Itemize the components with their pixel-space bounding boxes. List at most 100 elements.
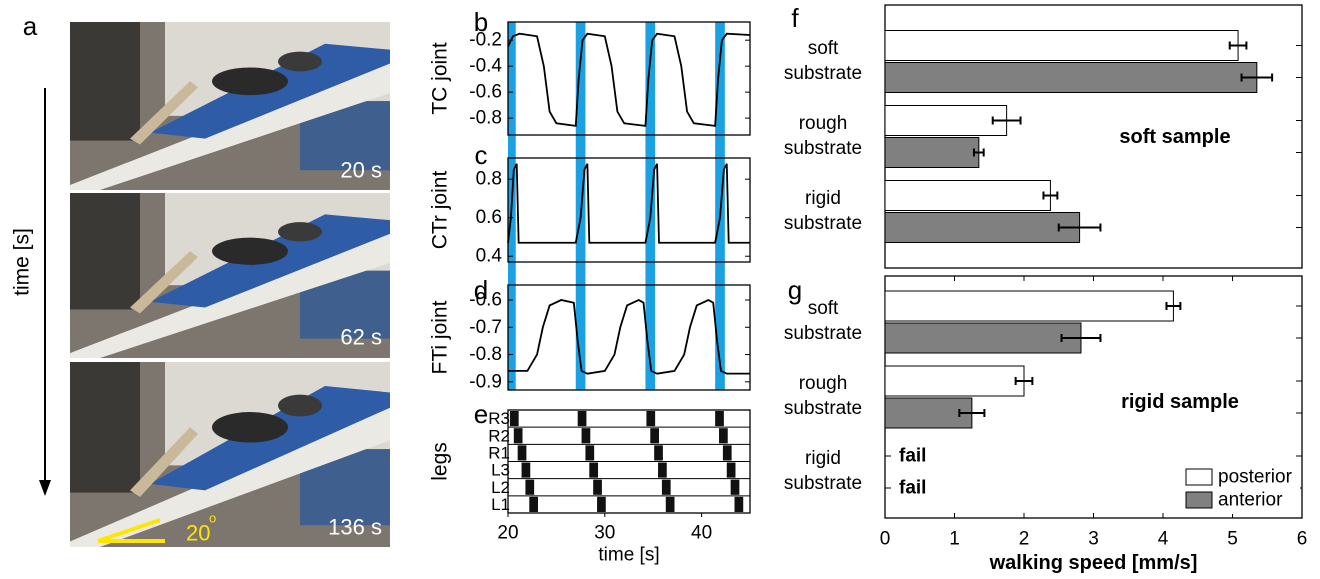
x-tick-label: 2 — [1019, 529, 1030, 550]
bar — [884, 180, 1051, 211]
x-tick-label: 3 — [1088, 529, 1099, 550]
angle-line — [97, 518, 161, 543]
y-tick-label: -0.9 — [469, 371, 502, 392]
bar — [884, 62, 1258, 93]
y-axis-label: CTr joint — [429, 171, 452, 250]
gait-bar — [726, 462, 736, 478]
y-tick-label: -0.6 — [469, 290, 502, 311]
value-label: fail — [899, 478, 926, 499]
leg-label: L2 — [491, 478, 510, 497]
x-tick-label: 5 — [1227, 529, 1238, 550]
gait-bar — [654, 445, 663, 461]
leg-label: L3 — [491, 461, 510, 480]
gait-bar — [658, 462, 667, 478]
y-axis-label: TC joint — [429, 42, 452, 115]
category-label: rough substrate — [783, 373, 863, 419]
y-tick-label: -0.7 — [469, 317, 502, 338]
y-tick-label: 0.6 — [476, 207, 502, 228]
gait-bar — [661, 479, 671, 495]
axes-frame — [507, 284, 751, 391]
y-tick-label: 0.4 — [476, 246, 503, 267]
time-label: 62 s — [340, 325, 382, 350]
y-axis-label: FTi joint — [429, 300, 452, 374]
axes-frame — [507, 157, 751, 263]
x-tick-label: 6 — [1297, 529, 1308, 550]
curve — [507, 163, 750, 244]
x-tick-label: 20 — [497, 523, 518, 544]
x-axis-label: walking speed [mm/s] — [989, 552, 1198, 574]
legend-swatch — [1185, 491, 1213, 509]
gait-bar — [513, 428, 523, 444]
category-label: soft substrate — [783, 37, 863, 84]
bar — [884, 212, 1081, 243]
gait-bar — [585, 445, 595, 461]
legend-swatch — [1185, 468, 1213, 486]
axes-frame — [507, 21, 751, 136]
leg-label: R1 — [488, 443, 510, 462]
gait-bar — [730, 479, 740, 495]
legend-label: anterior — [1218, 490, 1283, 511]
bar — [884, 137, 980, 168]
bar — [884, 322, 1082, 354]
gait-bar — [722, 445, 732, 461]
x-axis-label: time [s] — [598, 545, 659, 566]
bar — [884, 105, 1008, 136]
panel-label: e — [474, 399, 488, 429]
highlight-band — [715, 22, 725, 390]
category-label: rigid substrate — [783, 187, 863, 234]
curve — [508, 298, 750, 375]
gait-bar — [593, 479, 602, 495]
gait-bar — [525, 479, 535, 495]
gait-bar — [597, 496, 606, 512]
gait-bar — [715, 411, 724, 427]
y-axis-label: legs — [429, 442, 452, 481]
gait-bar — [646, 411, 656, 427]
arrow-head — [39, 480, 51, 496]
curve — [507, 32, 751, 127]
gait-bar — [734, 496, 744, 512]
angle-label: 20 — [186, 521, 210, 546]
annotation: rigid sample — [1121, 391, 1239, 413]
time-axis-label: time [s] — [11, 228, 34, 296]
gait-bar — [509, 411, 519, 427]
category-label: rough substrate — [783, 112, 863, 159]
bar — [884, 290, 1174, 322]
category-label: rigid substrate — [783, 448, 863, 494]
panel-label: a — [23, 11, 38, 41]
y-tick-label: -0.6 — [469, 82, 502, 103]
panel-label: d — [474, 275, 488, 305]
legend-label: posterior — [1218, 467, 1293, 488]
gait-bar — [589, 462, 599, 478]
gait-bar — [581, 428, 591, 444]
category-label: soft substrate — [783, 298, 863, 344]
x-tick-label: 30 — [594, 523, 615, 544]
gait-bar — [529, 496, 539, 512]
panel-label: f — [791, 3, 799, 33]
x-tick-label: 4 — [1158, 529, 1169, 550]
panel-label: b — [474, 7, 488, 37]
panel-label: c — [475, 140, 488, 170]
x-tick-label: 40 — [691, 523, 712, 544]
axes-frame — [507, 409, 751, 514]
angle-unit: o — [209, 511, 216, 526]
x-tick-label: 1 — [949, 529, 960, 550]
gait-bar — [719, 428, 728, 444]
y-tick-label: 0.8 — [476, 169, 502, 190]
leg-label: R3 — [488, 409, 510, 428]
gait-bar — [665, 496, 675, 512]
leg-label: L1 — [491, 495, 510, 514]
x-tick-label: 0 — [880, 529, 891, 550]
value-label: fail — [899, 446, 926, 467]
bar — [884, 365, 1025, 397]
gait-bar — [521, 462, 531, 478]
gait-bar — [650, 428, 660, 444]
y-tick-label: -0.4 — [469, 56, 502, 77]
gait-bar — [517, 445, 527, 461]
gait-bar — [577, 411, 587, 427]
leg-label: R2 — [488, 426, 510, 445]
y-tick-label: -0.2 — [469, 30, 502, 51]
panel-label: g — [788, 275, 802, 305]
y-tick-label: -0.8 — [469, 108, 502, 129]
annotation: soft sample — [1119, 126, 1230, 148]
